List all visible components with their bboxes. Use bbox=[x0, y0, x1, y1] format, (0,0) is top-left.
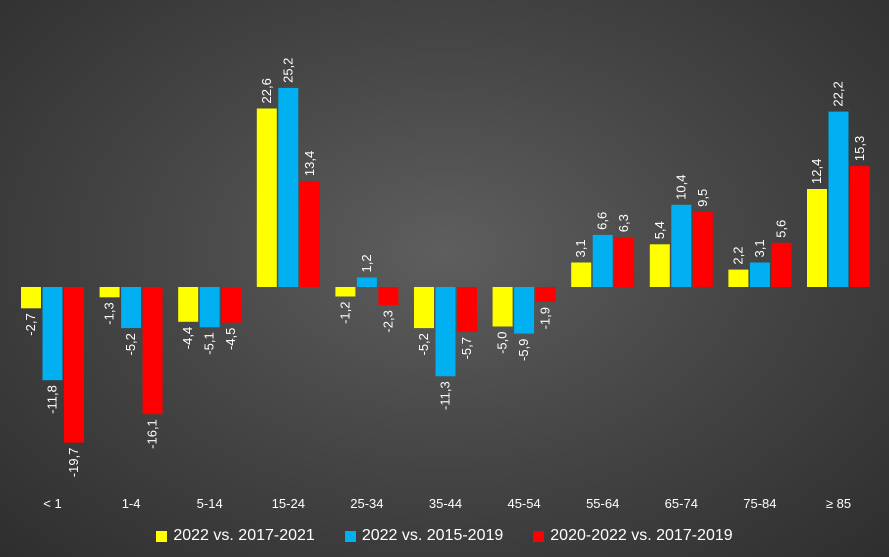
data-label: -5,2 bbox=[123, 333, 138, 355]
category-label: 55-64 bbox=[586, 496, 619, 511]
data-label: 15,3 bbox=[852, 136, 867, 161]
data-label: 13,4 bbox=[302, 151, 317, 176]
data-label: -5,0 bbox=[495, 332, 510, 354]
data-label: 2,2 bbox=[730, 247, 745, 265]
legend-swatch-yellow bbox=[156, 530, 168, 542]
category-label: 35-44 bbox=[429, 496, 462, 511]
bar-1524-series-0 bbox=[256, 108, 277, 287]
data-label: -5,1 bbox=[202, 332, 217, 354]
data-label: 6,3 bbox=[616, 214, 631, 232]
legend-item-yellow-series: 2022 vs. 2017-2021 bbox=[156, 527, 315, 545]
legend-item-red-series: 2020-2022 vs. 2017-2019 bbox=[533, 527, 733, 545]
data-label: -19,7 bbox=[66, 448, 81, 478]
legend-item-blue-series: 2022 vs. 2015-2019 bbox=[344, 527, 504, 545]
data-label: -11,8 bbox=[45, 385, 60, 414]
bar-1-series-2 bbox=[64, 287, 84, 443]
bar-7584-series-0 bbox=[728, 269, 749, 287]
data-label: 22,6 bbox=[259, 78, 274, 103]
bar-4554-series-0 bbox=[492, 287, 513, 327]
category-label: 75-84 bbox=[743, 496, 776, 511]
bar-chart: -2,7 -11,8 -19,7 -1,3 -5,2 -16,1 -4,4 -5,1 -4,5 2… bbox=[21, 58, 870, 511]
bar-85-series-0 bbox=[807, 189, 827, 287]
value-labels-layer: -2,7 -11,8 -19,7 -1,3 -5,2 -16,1 -4,4 -5,1 -4,5 2… bbox=[23, 58, 867, 478]
data-label: 6,6 bbox=[595, 212, 610, 230]
bar-6574-series-0 bbox=[649, 244, 670, 287]
bar-4554-series-1 bbox=[514, 287, 535, 334]
bar-4554-series-2 bbox=[535, 287, 556, 302]
bar-3544-series-2 bbox=[457, 287, 477, 332]
bar-5564-series-1 bbox=[592, 234, 613, 287]
bar-85-series-2 bbox=[850, 166, 870, 287]
data-label: -5,9 bbox=[516, 339, 531, 361]
bar-6574-series-1 bbox=[671, 204, 692, 287]
data-label: 1,2 bbox=[359, 254, 374, 272]
bar-5564-series-2 bbox=[614, 237, 635, 287]
legend-label: 2022 vs. 2017-2021 bbox=[173, 527, 315, 544]
data-label: -2,7 bbox=[23, 313, 38, 335]
data-label: 22,2 bbox=[831, 81, 846, 106]
data-label: 3,1 bbox=[573, 239, 588, 257]
bar-7584-series-2 bbox=[771, 242, 792, 287]
legend-swatch-blue bbox=[344, 530, 356, 542]
bar-514-series-0 bbox=[178, 287, 199, 322]
category-labels-layer: < 1 1-4 5-14 15-24 25-34 35-44 45-54 55-64 65-74… bbox=[43, 496, 851, 511]
data-label: -4,4 bbox=[180, 327, 195, 349]
category-label: 1-4 bbox=[122, 496, 141, 511]
data-label: -2,3 bbox=[380, 310, 395, 332]
bar-514-series-1 bbox=[199, 287, 220, 328]
data-label: 5,4 bbox=[652, 221, 667, 239]
data-label: 12,4 bbox=[809, 159, 824, 184]
data-label: 10,4 bbox=[673, 174, 688, 199]
bar-1-series-1 bbox=[42, 287, 63, 381]
bar-3544-series-0 bbox=[414, 287, 434, 329]
data-label: -4,5 bbox=[223, 328, 238, 350]
data-label: -1,2 bbox=[337, 302, 352, 324]
legend: 2022 vs. 2017-2021 2022 vs. 2015-2019 20… bbox=[0, 523, 889, 549]
legend-label: 2022 vs. 2015-2019 bbox=[361, 527, 504, 544]
category-label: 15-24 bbox=[272, 496, 305, 511]
legend-swatch-red bbox=[533, 530, 545, 542]
bar-1524-series-2 bbox=[299, 181, 320, 287]
data-label: -5,7 bbox=[459, 337, 474, 359]
bar-14-series-2 bbox=[142, 287, 163, 415]
bar-5564-series-0 bbox=[571, 262, 592, 287]
bar-85-series-1 bbox=[828, 111, 849, 287]
category-label: 25-34 bbox=[350, 496, 383, 511]
data-label: -11,3 bbox=[438, 381, 453, 410]
data-label: 25,2 bbox=[280, 58, 295, 83]
legend-label: 2020-2022 vs. 2017-2019 bbox=[550, 527, 733, 544]
bars-layer bbox=[21, 87, 870, 443]
bar-2534-series-1 bbox=[356, 277, 377, 287]
data-label: 9,5 bbox=[695, 189, 710, 207]
category-label: ≥ 85 bbox=[826, 496, 851, 511]
bar-14-series-1 bbox=[121, 287, 142, 329]
data-label: -5,2 bbox=[416, 333, 431, 355]
category-label: 65-74 bbox=[665, 496, 698, 511]
data-label: 5,6 bbox=[773, 220, 788, 238]
bar-514-series-2 bbox=[221, 287, 242, 323]
bar-14-series-0 bbox=[99, 287, 120, 298]
data-label: -16,1 bbox=[145, 419, 160, 449]
category-label: 45-54 bbox=[507, 496, 540, 511]
bar-2534-series-0 bbox=[335, 287, 356, 297]
category-label: 5-14 bbox=[197, 496, 223, 511]
bar-1-series-0 bbox=[21, 287, 41, 309]
data-label: 3,1 bbox=[752, 239, 767, 257]
category-label: < 1 bbox=[43, 496, 61, 511]
bar-3544-series-1 bbox=[435, 287, 456, 377]
bar-1524-series-1 bbox=[278, 87, 299, 288]
bar-7584-series-1 bbox=[749, 262, 770, 287]
data-label: -1,3 bbox=[102, 302, 117, 324]
data-label: -1,9 bbox=[538, 307, 553, 329]
bar-2534-series-2 bbox=[378, 287, 399, 306]
bar-6574-series-2 bbox=[692, 211, 713, 287]
